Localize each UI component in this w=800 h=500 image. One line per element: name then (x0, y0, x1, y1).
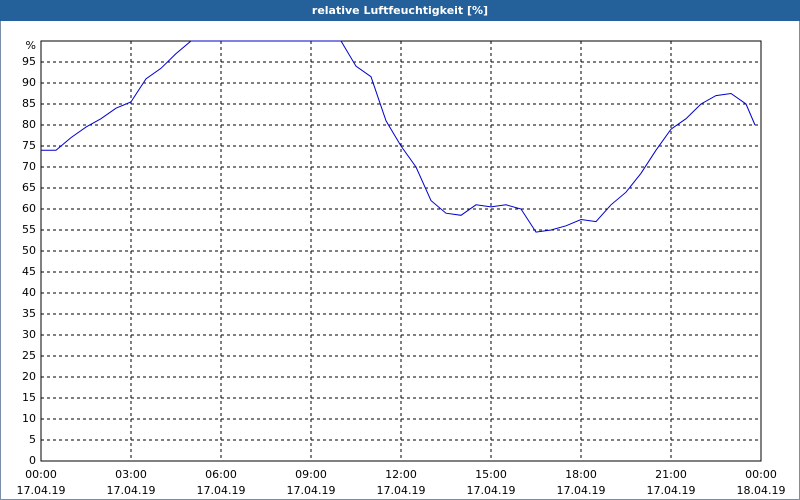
x-tick-label: 18:00 (565, 468, 597, 481)
y-tick-label: 30 (22, 328, 36, 341)
y-unit-label: % (26, 39, 36, 52)
x-tick-label: 00:00 (745, 468, 777, 481)
x-tick-date: 18.04.19 (737, 484, 786, 497)
y-tick-label: 85 (22, 97, 36, 110)
line-series (41, 40, 756, 233)
y-tick-label: 75 (22, 139, 36, 152)
x-tick-label: 06:00 (205, 468, 237, 481)
y-tick-label: 45 (22, 265, 36, 278)
y-tick-label: 50 (22, 244, 36, 257)
x-tick-date: 17.04.19 (197, 484, 246, 497)
y-tick-label: 5 (29, 433, 36, 446)
x-tick-label: 12:00 (385, 468, 417, 481)
x-tick-date: 17.04.19 (377, 484, 426, 497)
y-tick-label: 40 (22, 286, 36, 299)
x-tick-label: 09:00 (295, 468, 327, 481)
title-bar (0, 0, 800, 21)
y-tick-label: 25 (22, 349, 36, 362)
y-tick-label: 60 (22, 202, 36, 215)
y-tick-label: 95 (22, 55, 36, 68)
y-tick-label: 90 (22, 76, 36, 89)
y-tick-label: 80 (22, 118, 36, 131)
y-tick-label: 20 (22, 370, 36, 383)
x-tick-label: 00:00 (25, 468, 57, 481)
x-tick-date: 17.04.19 (647, 484, 696, 497)
x-tick-label: 21:00 (655, 468, 687, 481)
y-tick-label: 35 (22, 307, 36, 320)
x-tick-label: 03:00 (115, 468, 147, 481)
x-tick-date: 17.04.19 (17, 484, 66, 497)
y-tick-label: 55 (22, 223, 36, 236)
x-tick-date: 17.04.19 (287, 484, 336, 497)
y-tick-label: 65 (22, 181, 36, 194)
x-tick-label: 15:00 (475, 468, 507, 481)
y-tick-label: 70 (22, 160, 36, 173)
y-tick-label: 10 (22, 412, 36, 425)
chart-title: relative Luftfeuchtigkeit [%] (312, 4, 488, 17)
x-tick-date: 17.04.19 (557, 484, 606, 497)
y-tick-label: 0 (29, 454, 36, 467)
x-tick-date: 17.04.19 (107, 484, 156, 497)
x-tick-date: 17.04.19 (467, 484, 516, 497)
y-tick-label: 15 (22, 391, 36, 404)
